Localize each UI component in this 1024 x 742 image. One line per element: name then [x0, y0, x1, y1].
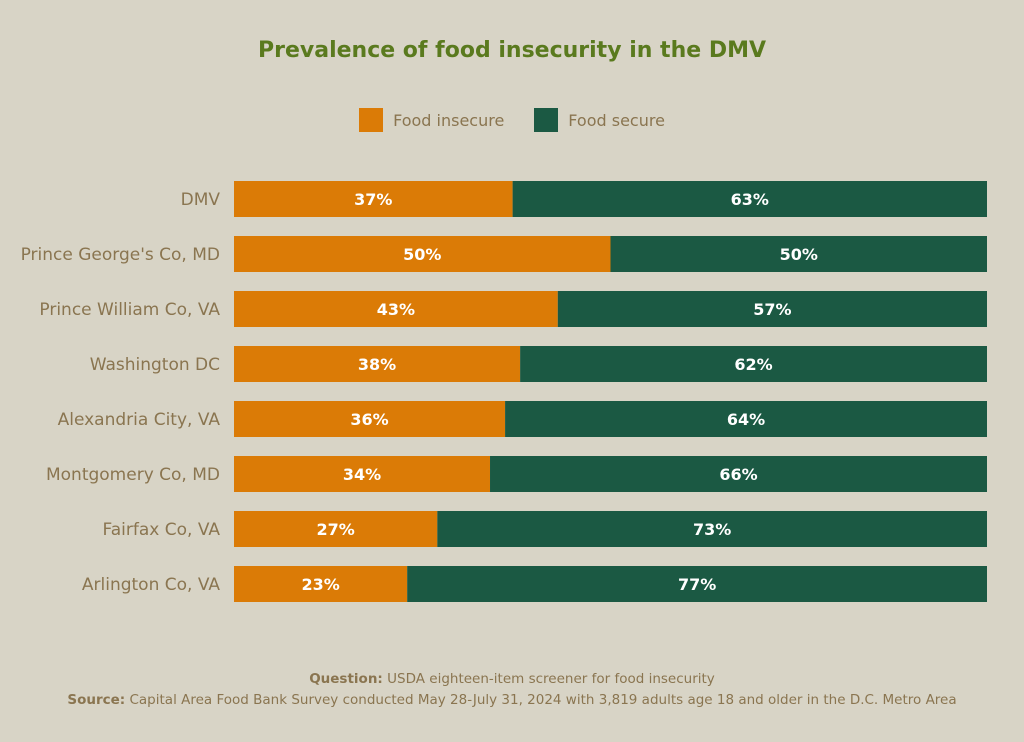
data-label-food-secure: 62%: [734, 355, 772, 374]
category-label: DMV: [181, 190, 221, 210]
legend-label-food-insecure: Food insecure: [393, 110, 505, 130]
bar-food-secure: [512, 181, 987, 217]
bar-food-insecure: [234, 346, 521, 382]
data-label-food-insecure: 50%: [403, 245, 441, 264]
bar-food-insecure: [234, 401, 506, 437]
data-label-food-secure: 66%: [719, 465, 757, 484]
question-text: USDA eighteen-item screener for food ins…: [387, 671, 715, 687]
legend-swatch-food-insecure: [359, 108, 384, 132]
data-label-food-insecure: 27%: [317, 520, 355, 539]
legend-item-food-insecure: Food insecure: [359, 108, 504, 132]
source-label: Source:: [67, 692, 126, 708]
category-label: Alexandria City, VA: [58, 410, 221, 430]
data-label-food-insecure: 36%: [350, 410, 388, 429]
data-label-food-secure: 50%: [780, 245, 818, 264]
bar-food-insecure: [234, 291, 558, 327]
bar-food-secure: [407, 566, 987, 602]
data-label-food-secure: 57%: [753, 300, 791, 319]
question-label: Question:: [309, 671, 383, 687]
legend-item-food-secure: Food secure: [534, 108, 665, 132]
category-label: Prince William Co, VA: [39, 300, 220, 320]
bar-food-insecure: [234, 566, 408, 602]
legend-label-food-secure: Food secure: [568, 110, 665, 130]
bar-food-insecure: [234, 456, 491, 492]
source-text: Capital Area Food Bank Survey conducted …: [129, 692, 957, 708]
data-label-food-secure: 77%: [678, 575, 716, 594]
data-label-food-insecure: 43%: [377, 300, 415, 319]
data-label-food-insecure: 23%: [301, 575, 339, 594]
data-label-food-secure: 73%: [693, 520, 731, 539]
chart-title: Prevalence of food insecurity in the DMV: [257, 38, 766, 63]
bar-food-secure: [520, 346, 987, 382]
bar-food-insecure: [234, 181, 513, 217]
category-label: Fairfax Co, VA: [103, 520, 221, 540]
data-label-food-secure: 63%: [731, 190, 769, 209]
stacked-bar-chart: DMV 37% 63% Prince George's Co, MD 50% 50% Pri…: [21, 181, 987, 602]
bar-food-secure: [557, 291, 987, 327]
data-label-food-insecure: 38%: [358, 355, 396, 374]
bar-food-secure: [490, 456, 987, 492]
category-label: Washington DC: [90, 355, 220, 375]
bar-food-secure: [505, 401, 987, 437]
data-label-food-secure: 64%: [727, 410, 765, 429]
legend-swatch-food-secure: [534, 108, 559, 132]
category-label: Prince George's Co, MD: [21, 245, 220, 265]
data-label-food-insecure: 34%: [343, 465, 381, 484]
bar-food-insecure: [234, 236, 611, 272]
legend: Food insecure Food secure: [0, 108, 1024, 132]
footer-source: Source: Capital Area Food Bank Survey co…: [0, 692, 1024, 708]
data-label-food-insecure: 37%: [354, 190, 392, 209]
category-label: Arlington Co, VA: [82, 575, 220, 595]
bar-food-secure: [437, 511, 987, 547]
bar-food-insecure: [234, 511, 438, 547]
bar-food-secure: [610, 236, 987, 272]
footer-question: Question: USDA eighteen-item screener fo…: [0, 671, 1024, 687]
category-label: Montgomery Co, MD: [46, 465, 220, 485]
